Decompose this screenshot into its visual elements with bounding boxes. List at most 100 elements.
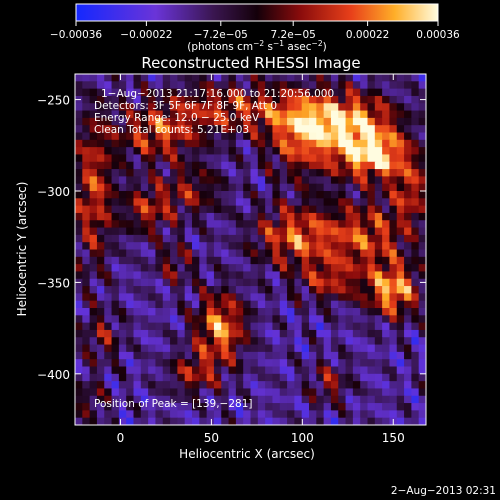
heatmap-cell — [396, 417, 405, 425]
heatmap-cell — [177, 351, 186, 360]
heatmap-cell — [213, 81, 222, 90]
heatmap-cell — [155, 256, 164, 265]
heatmap-cell — [96, 161, 105, 170]
heatmap-cell — [287, 220, 295, 229]
heatmap-cell — [382, 212, 390, 221]
heatmap-cell — [199, 381, 208, 389]
heatmap-cell — [352, 388, 361, 397]
heatmap-cell — [294, 388, 303, 397]
heatmap-cell — [345, 403, 354, 411]
heatmap-cell — [250, 403, 259, 411]
heatmap-cell — [294, 366, 303, 375]
heatmap-cell — [140, 351, 149, 360]
heatmap-cell — [301, 198, 310, 207]
heatmap-cell — [279, 300, 288, 309]
heatmap-cell — [235, 264, 244, 272]
heatmap-cell — [162, 373, 171, 382]
heatmap-cell — [192, 191, 200, 199]
heatmap-cell — [111, 351, 120, 360]
heatmap-cell — [389, 344, 398, 353]
heatmap-cell — [250, 351, 259, 360]
heatmap-cell — [257, 395, 266, 404]
heatmap-cell — [367, 410, 376, 419]
heatmap-cell — [111, 74, 120, 82]
heatmap-cell — [330, 220, 339, 229]
heatmap-cell — [243, 103, 251, 112]
heatmap-cell — [199, 286, 208, 294]
heatmap-cell — [206, 308, 215, 316]
heatmap-cell — [345, 117, 354, 126]
heatmap-cell — [287, 286, 295, 294]
y-axis-label: Heliocentric Y (arcsec) — [15, 182, 29, 317]
heatmap-cell — [133, 286, 142, 294]
heatmap-cell — [221, 88, 230, 97]
heatmap-cell — [330, 278, 339, 287]
heatmap-cell — [345, 176, 354, 185]
heatmap-cell — [199, 205, 208, 214]
heatmap-cell — [265, 117, 273, 126]
heatmap-cell — [272, 322, 281, 331]
heatmap-cell — [360, 95, 368, 104]
heatmap-cell — [418, 344, 426, 353]
heatmap-cell — [213, 388, 222, 397]
heatmap-cell — [199, 351, 208, 360]
heatmap-cell — [89, 205, 98, 214]
heatmap-cell — [382, 315, 390, 324]
heatmap-cell — [265, 176, 273, 185]
heatmap-cell — [192, 74, 200, 82]
heatmap-cell — [374, 417, 383, 425]
heatmap-cell — [257, 212, 266, 221]
heatmap-cell — [162, 308, 171, 316]
heatmap-cell — [235, 344, 244, 353]
heatmap-cell — [184, 308, 193, 316]
heatmap-cell — [228, 395, 237, 404]
heatmap-cell — [89, 154, 98, 163]
heatmap-cell — [184, 139, 193, 148]
heatmap-cell — [272, 351, 281, 360]
heatmap-cell — [338, 81, 347, 90]
heatmap-cell — [316, 264, 325, 272]
heatmap-cell — [75, 154, 83, 163]
heatmap-cell — [389, 205, 398, 214]
heatmap-cell — [228, 300, 237, 309]
heatmap-cell — [272, 74, 281, 82]
heatmap-cell — [104, 132, 113, 141]
heatmap-cell — [148, 271, 156, 280]
heatmap-cell — [301, 249, 310, 258]
heatmap-cell — [316, 403, 325, 411]
heatmap-cell — [382, 351, 390, 360]
heatmap-cell — [199, 147, 208, 155]
heatmap-cell — [338, 198, 347, 207]
heatmap-cell — [309, 417, 317, 425]
heatmap-cell — [75, 117, 83, 126]
heatmap-cell — [96, 103, 105, 112]
heatmap-cell — [257, 169, 266, 177]
heatmap-cell — [162, 271, 171, 280]
heatmap-cell — [294, 403, 303, 411]
heatmap-cell — [338, 117, 347, 126]
heatmap-cell — [389, 154, 398, 163]
heatmap-cell — [316, 191, 325, 199]
heatmap-cell — [111, 125, 120, 133]
heatmap-cell — [418, 337, 426, 346]
heatmap-cell — [265, 139, 273, 148]
heatmap-cell — [96, 344, 105, 353]
heatmap-cell — [82, 205, 91, 214]
heatmap-cell — [316, 381, 325, 389]
heatmap-cell — [228, 139, 237, 148]
heatmap-cell — [235, 132, 244, 141]
heatmap-cell — [257, 344, 266, 353]
heatmap-cell — [155, 264, 164, 272]
heatmap-cell — [382, 103, 390, 112]
heatmap-cell — [192, 388, 200, 397]
heatmap-cell — [411, 125, 420, 133]
heatmap-cell — [228, 103, 237, 112]
heatmap-cell — [345, 264, 354, 272]
heatmap-cell — [221, 249, 230, 258]
heatmap-cell — [82, 329, 91, 338]
heatmap-cell — [352, 315, 361, 324]
heatmap-cell — [75, 139, 83, 148]
heatmap-cell — [294, 183, 303, 192]
heatmap-cell — [221, 81, 230, 90]
heatmap-cell — [323, 315, 332, 324]
